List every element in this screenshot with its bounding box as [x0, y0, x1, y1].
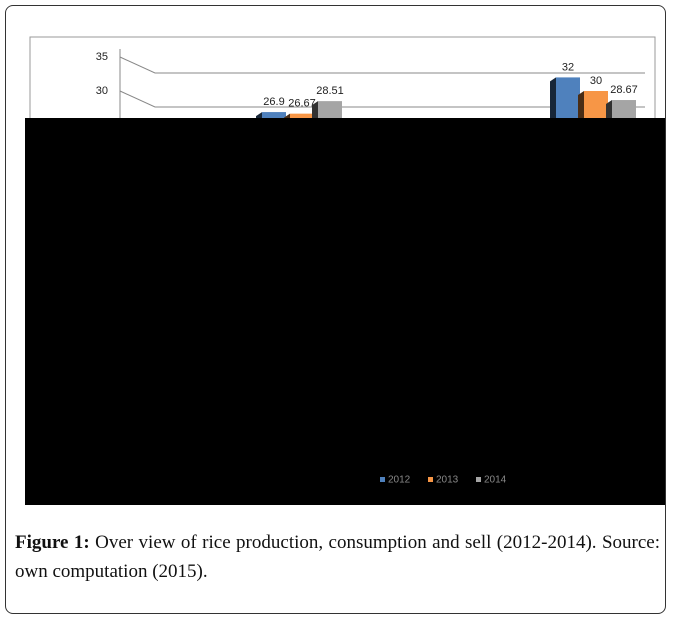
caption-text: Over view of rice production, consumptio… [15, 532, 660, 582]
legend: 2012 2013 2014 [380, 475, 507, 486]
data-label: 28.67 [610, 84, 638, 96]
data-label: 28.51 [316, 85, 344, 97]
data-label: 26.9 [263, 96, 284, 108]
legend-label: 2013 [436, 475, 459, 486]
legend-swatch [380, 477, 385, 482]
data-label: 32 [562, 61, 574, 73]
legend-swatch [476, 477, 481, 482]
caption: Figure 1: Over view of rice production, … [15, 528, 660, 586]
caption-label: Figure 1: [15, 532, 90, 553]
y-tick-label: 35 [96, 51, 108, 63]
corrupted-region [25, 118, 665, 505]
legend-label: 2012 [388, 475, 411, 486]
legend-swatch [428, 477, 433, 482]
legend-label: 2014 [484, 475, 507, 486]
y-tick-label: 30 [96, 85, 108, 97]
data-label: 30 [590, 75, 602, 87]
data-label: 26.67 [288, 98, 316, 110]
page: 30 35 26.9 32 26.67 30 28.51 28.67 2012 2013 2014… [0, 0, 673, 621]
